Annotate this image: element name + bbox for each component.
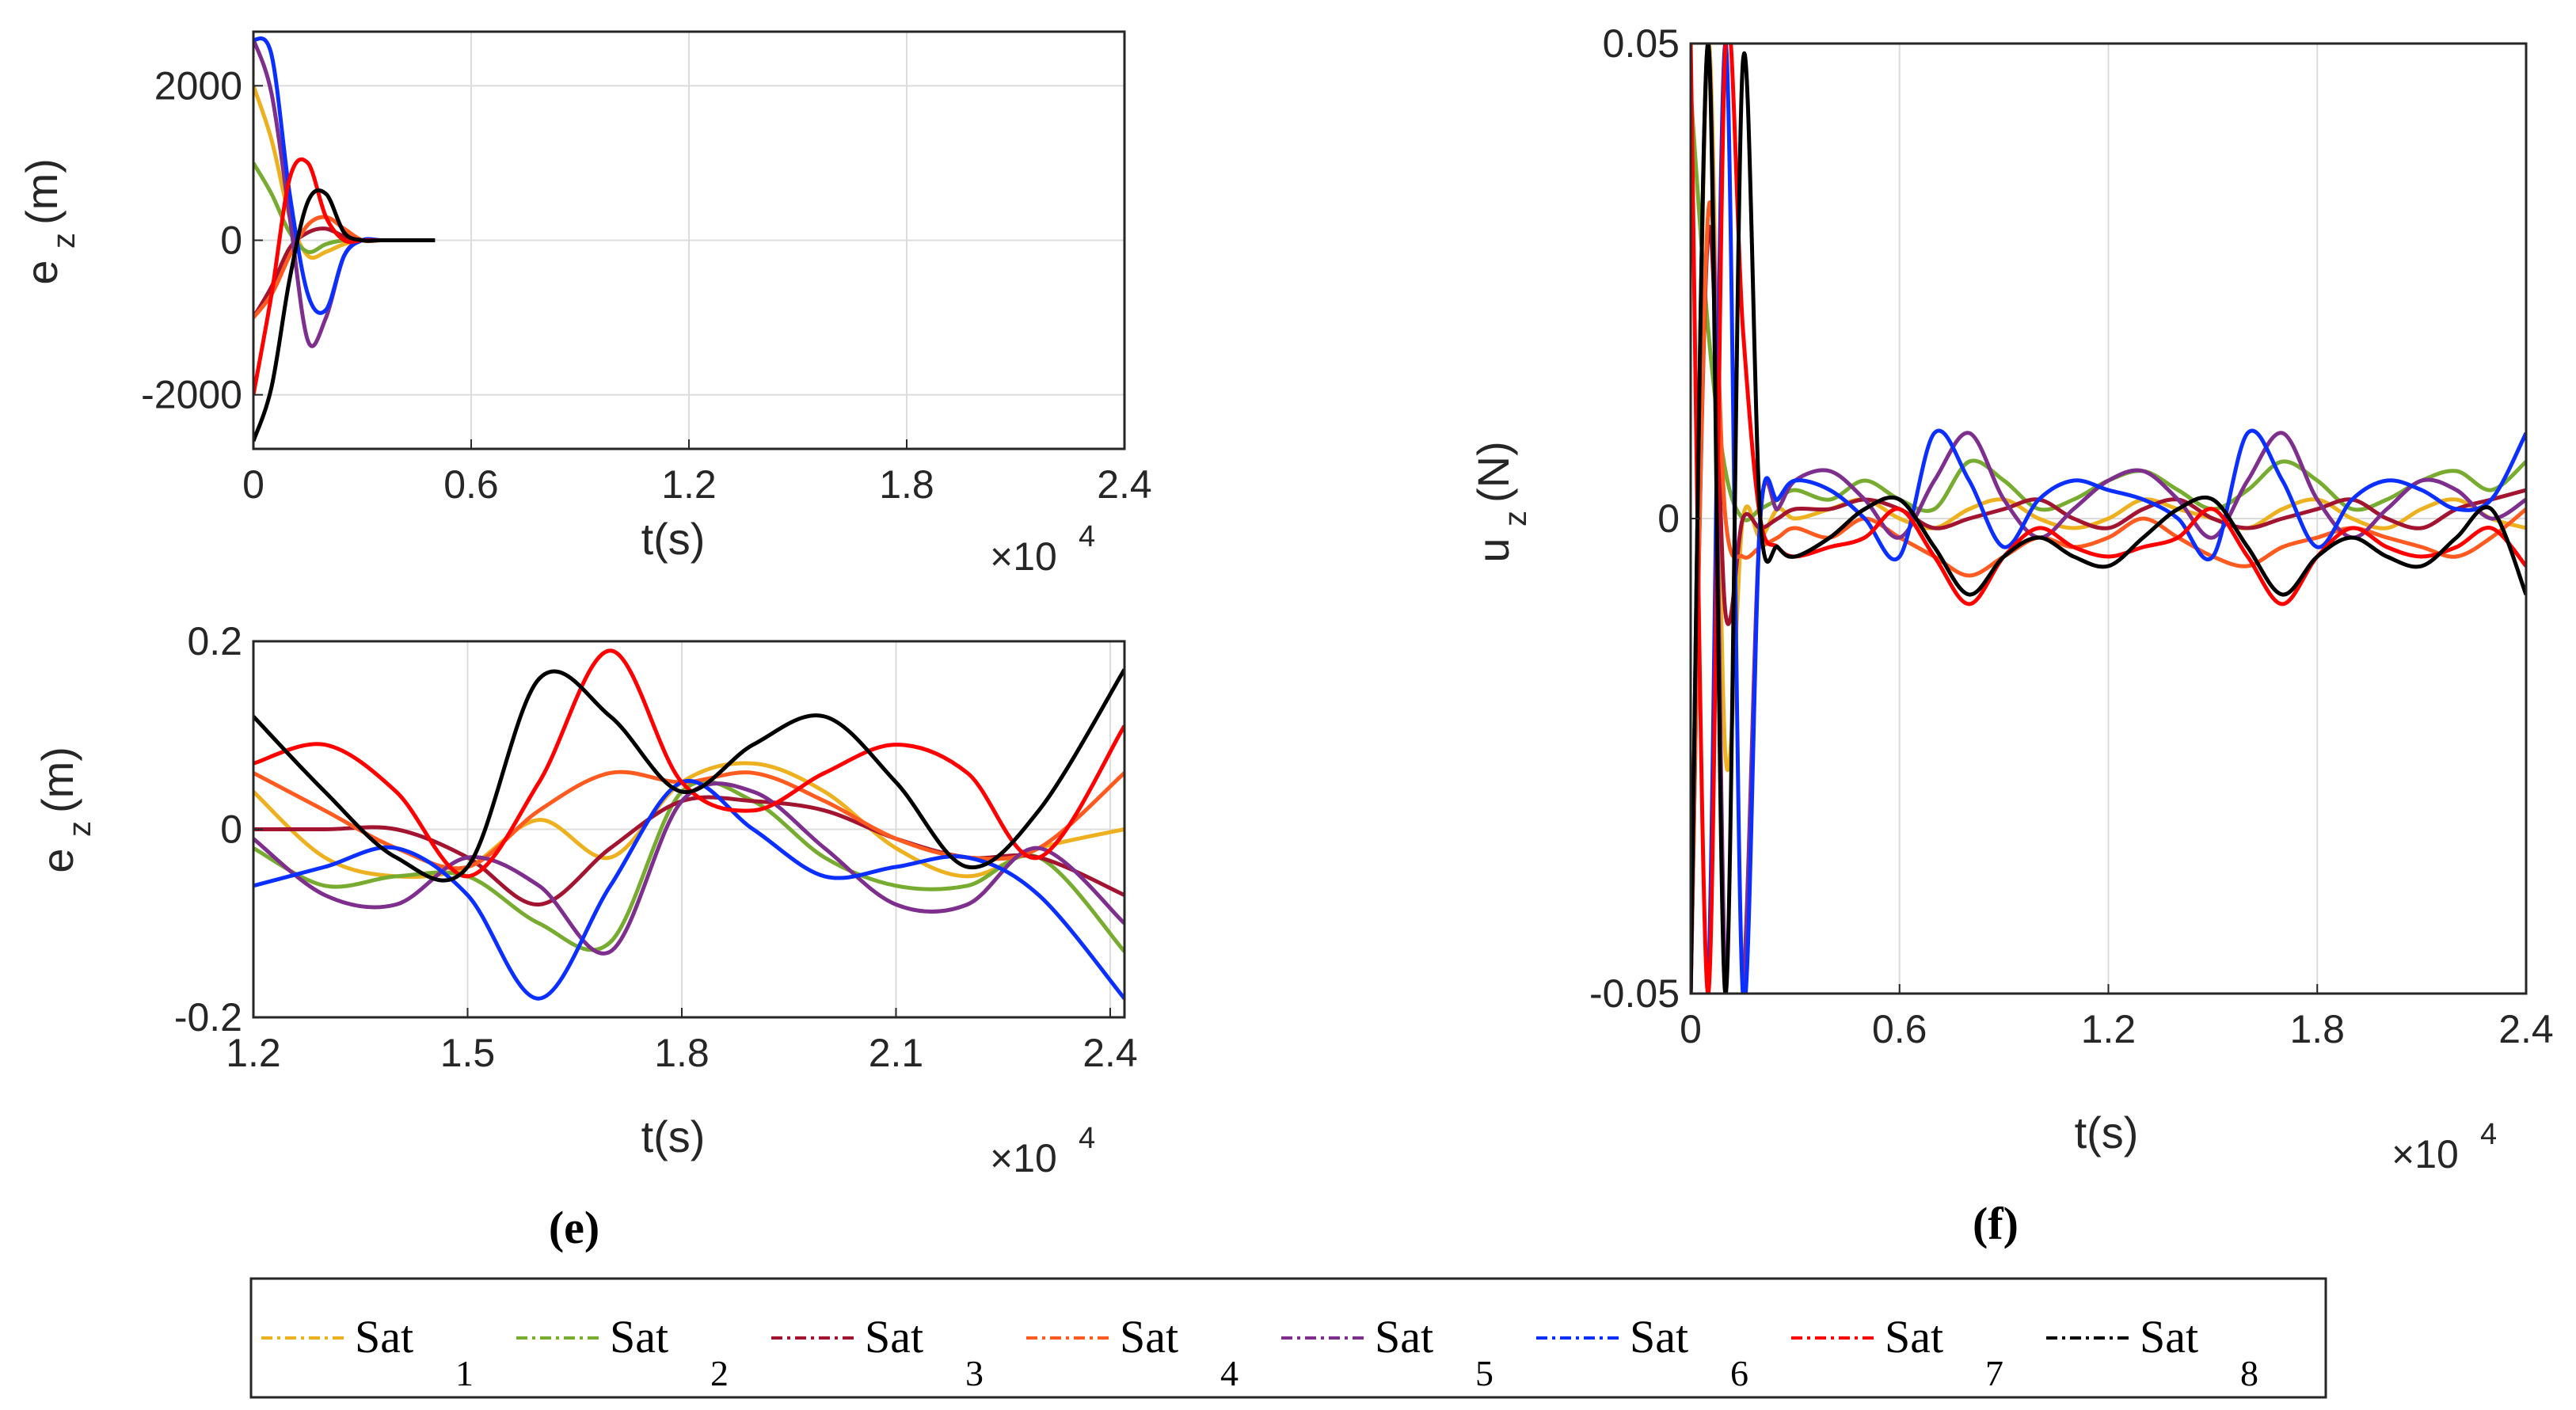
plot-bottom-xlabel: t(s)	[641, 1112, 706, 1161]
legend-item-4: Sat 4	[1026, 1311, 1239, 1393]
y-tick-label: 0	[220, 808, 242, 852]
series-line-sat-8	[1691, 44, 2526, 994]
x-tick-label: 1.8	[879, 462, 934, 507]
plot-right-xexp-power: 4	[2480, 1118, 2497, 1151]
legend-item-3: Sat 3	[771, 1311, 984, 1393]
x-tick-label: 1.8	[654, 1031, 710, 1075]
legend-items: Sat 1 Sat 2 Sat 3 Sat 4 Sat 5 Sat 6 Sat 7 Sat 8	[261, 1311, 2258, 1393]
x-tick-label: 0.6	[443, 462, 499, 507]
legend-label: Sat	[1885, 1311, 1943, 1362]
plot-top-xexp-base: ×10	[990, 534, 1057, 579]
series-line-sat-8	[253, 188, 436, 443]
legend-label: Sat	[1630, 1311, 1688, 1362]
x-tick-label: 1.2	[226, 1031, 281, 1075]
legend: Sat 1 Sat 2 Sat 3 Sat 4 Sat 5 Sat 6 Sat 7 Sat 8	[249, 1277, 2327, 1399]
y-tick-label: -2000	[141, 373, 242, 417]
legend-label-sub: 1	[455, 1353, 474, 1393]
plot-top-xexponent: ×10 4	[990, 520, 1095, 579]
legend-label: Sat	[1375, 1311, 1433, 1362]
y-tick-label: -0.2	[174, 995, 242, 1039]
x-tick-label: 1.5	[440, 1031, 496, 1075]
plot-bottom-lines	[253, 648, 1124, 1001]
legend-label-sub: 6	[1730, 1353, 1748, 1393]
y-tick-label: 0	[1657, 496, 1680, 541]
legend-item-8: Sat 8	[2046, 1311, 2258, 1393]
plot-top-ticks: 0 0.6 1.2 1.8 2.4 -2000 0 2000	[141, 63, 1152, 507]
series-line-sat-5	[253, 781, 1124, 956]
plot-top-xlabel: t(s)	[641, 514, 706, 564]
series-line-sat-2	[253, 779, 1124, 953]
plot-top-ylabel-main: e	[17, 260, 67, 284]
x-tick-label: 2.1	[869, 1031, 924, 1075]
series-line-sat-6	[1691, 44, 2526, 994]
plot-top-lines	[253, 36, 436, 443]
x-tick-label: 2.4	[1083, 1031, 1138, 1075]
plot-bottom-xexp-base: ×10	[990, 1136, 1057, 1180]
legend-label: Sat	[1120, 1311, 1178, 1362]
y-tick-label: 2000	[154, 63, 242, 108]
legend-item-6: Sat 6	[1536, 1311, 1748, 1393]
series-line-sat-7	[253, 648, 1124, 879]
legend-label: Sat	[2140, 1311, 2198, 1362]
plot-right-xlabel: t(s)	[2075, 1108, 2139, 1157]
plot-bottom-xexponent: ×10 4	[990, 1122, 1095, 1180]
legend-label-sub: 5	[1475, 1353, 1493, 1393]
plot-right-ylabel: u z (N)	[1468, 441, 1533, 562]
panel-label-f: (f)	[1973, 1198, 2019, 1249]
x-tick-label: 1.2	[661, 462, 717, 507]
plot-top-xexp-power: 4	[1079, 520, 1095, 553]
legend-label: Sat	[610, 1311, 668, 1362]
plot-right-ylabel-unit: (N)	[1468, 441, 1518, 503]
plot-right-xexp-base: ×10	[2391, 1132, 2459, 1176]
legend-label: Sat	[865, 1311, 923, 1362]
legend-label-sub: 7	[1985, 1353, 2003, 1393]
plot-right-ylabel-sub: z	[1498, 511, 1533, 526]
x-tick-label: 0	[1680, 1007, 1702, 1051]
legend-item-1: Sat 1	[261, 1311, 474, 1393]
plot-bottom-ylabel-unit: (m)	[32, 747, 82, 813]
y-tick-label: 0.05	[1603, 21, 1680, 66]
legend-label-sub: 8	[2240, 1353, 2258, 1393]
plot-bottom-xexp-power: 4	[1079, 1122, 1095, 1155]
plot-right-xexponent: ×10 4	[2391, 1118, 2497, 1176]
plot-top-ez: 0 0.6 1.2 1.8 2.4 -2000 0 2000 t(s) ×10 4 e z (…	[17, 30, 1152, 579]
plot-top-ylabel-unit: (m)	[17, 158, 67, 225]
y-tick-label: -0.05	[1589, 971, 1680, 1016]
x-tick-label: 2.4	[2498, 1007, 2554, 1051]
legend-item-2: Sat 2	[516, 1311, 729, 1393]
plot-bottom-ticks: 1.2 1.5 1.8 2.1 2.4 -0.2 0 0.2	[174, 619, 1138, 1075]
legend-label: Sat	[355, 1311, 413, 1362]
plot-bottom-ez: 1.2 1.5 1.8 2.1 2.4 -0.2 0 0.2 t(s) ×10 4 e z (…	[32, 619, 1138, 1180]
x-tick-label: 1.8	[2289, 1007, 2345, 1051]
series-line-sat-6	[253, 778, 1124, 1001]
plot-bottom-ylabel-main: e	[32, 848, 82, 872]
plot-top-ylabel: e z (m)	[17, 158, 82, 285]
plot-right-lines	[1691, 44, 2526, 994]
plot-right-ylabel-main: u	[1468, 538, 1518, 562]
x-tick-label: 2.4	[1097, 462, 1152, 507]
series-line-sat-8	[253, 668, 1124, 883]
x-tick-label: 0.6	[1872, 1007, 1927, 1051]
panel-label-e: (e)	[549, 1202, 599, 1253]
y-tick-label: 0	[220, 219, 242, 263]
plot-top-ylabel-sub: z	[47, 233, 82, 249]
legend-label-sub: 3	[965, 1353, 984, 1393]
legend-label-sub: 4	[1220, 1353, 1239, 1393]
series-line-sat-3	[1691, 224, 2526, 994]
legend-item-5: Sat 5	[1281, 1311, 1493, 1393]
y-tick-label: 0.2	[187, 619, 242, 663]
legend-label-sub: 2	[710, 1353, 729, 1393]
legend-item-7: Sat 7	[1791, 1311, 2003, 1393]
plot-bottom-ylabel: e z (m)	[32, 747, 97, 873]
x-tick-label: 0	[242, 462, 264, 507]
plot-bottom-ylabel-sub: z	[63, 821, 97, 837]
x-tick-label: 1.2	[2081, 1007, 2137, 1051]
